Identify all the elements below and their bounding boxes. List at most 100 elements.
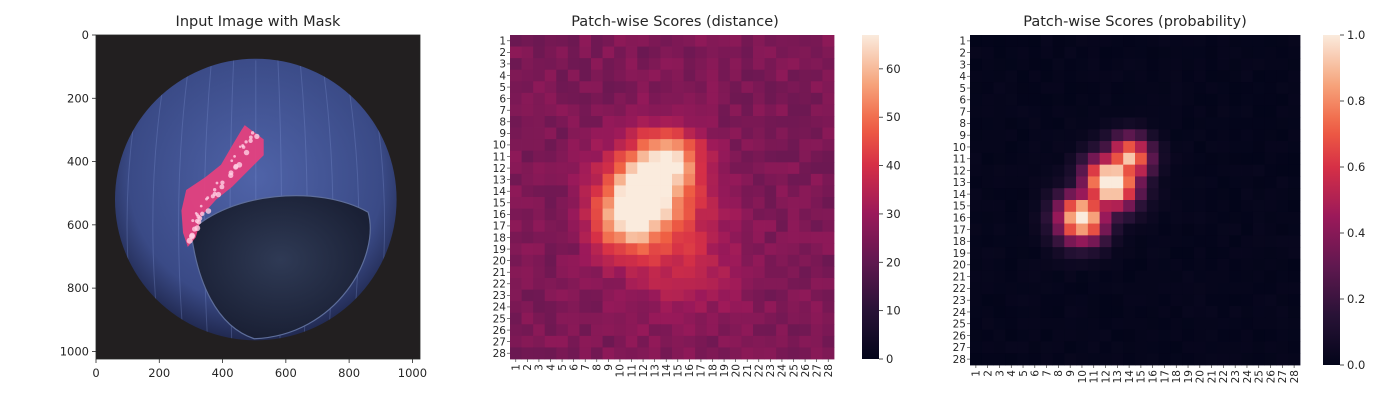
heatmap-cell [614, 335, 627, 348]
heatmap-cell [1276, 282, 1289, 295]
heatmap-cell [1087, 294, 1101, 307]
heatmap-cell [993, 341, 1006, 354]
heatmap-cell [981, 164, 994, 177]
heatmap-cell [1288, 353, 1301, 366]
heatmap-cell [1241, 58, 1254, 71]
heatmap-cell [510, 185, 522, 198]
heatmap-cell [1241, 235, 1254, 248]
heatmap-cell [1264, 152, 1277, 166]
colorbar-tick-label: 20 [886, 255, 901, 269]
heatmap-cell [729, 150, 742, 163]
heatmap-cell [1264, 117, 1277, 130]
heatmap-cell [637, 243, 650, 256]
heatmap-cell [1241, 294, 1254, 307]
heatmap-cell [970, 152, 983, 166]
heatmap-row-label: 20 [493, 255, 506, 267]
heatmap-cell [660, 81, 673, 94]
heatmap-cell [579, 162, 592, 175]
heatmap-cell [683, 208, 696, 221]
heatmap-cell [614, 197, 627, 209]
heatmap-cell [521, 81, 534, 94]
heatmap-cell [718, 220, 731, 233]
heatmap-cell [521, 301, 534, 314]
heatmap-cell [1028, 70, 1042, 83]
heatmap-cell [1193, 105, 1207, 118]
heatmap-cell [1052, 341, 1065, 354]
heatmap-cell [1252, 306, 1266, 319]
heatmap-cell [1052, 282, 1065, 295]
heatmap-cell [1099, 35, 1112, 48]
heatmap-row-label: 11 [953, 154, 966, 166]
heatmap-cell [1288, 223, 1301, 236]
heatmap-cell [1005, 270, 1018, 283]
heatmap-cell [822, 266, 835, 279]
heatmap-cell [1123, 223, 1136, 236]
heatmap-cell [1040, 317, 1053, 331]
heatmap-cell [602, 266, 615, 279]
heatmap-cell [822, 69, 835, 82]
heatmap-cell [614, 231, 627, 244]
heatmap-cell [970, 58, 983, 71]
heatmap-cell [1111, 235, 1124, 248]
heatmap-cell [970, 211, 983, 224]
heatmap-cell [1252, 58, 1266, 71]
heatmap-cell [1064, 105, 1077, 118]
mask-speckle [248, 135, 253, 140]
heatmap-cell [1193, 35, 1207, 48]
heatmap-cell [648, 173, 661, 186]
heatmap-cell [544, 116, 557, 128]
heatmap-cell [1040, 152, 1053, 166]
heatmap-cell [672, 347, 684, 360]
heatmap-cell [741, 116, 754, 128]
heatmap-cell [533, 289, 546, 302]
heatmap-cell [521, 150, 534, 163]
heatmap-cell [1170, 306, 1183, 319]
heatmap-cell [672, 266, 684, 279]
heatmap-cell [1288, 270, 1301, 283]
heatmap-cell [1205, 353, 1218, 366]
heatmap-cell [787, 104, 800, 117]
heatmap-cell [1241, 105, 1254, 118]
heatmap-cell [1017, 211, 1030, 224]
heatmap-cell [521, 220, 534, 233]
heatmap-cell [614, 301, 627, 314]
heatmap-cell [648, 69, 661, 82]
heatmap-cell [1076, 317, 1089, 331]
heatmap-cell [970, 341, 983, 354]
heatmap-cell [1158, 223, 1171, 236]
heatmap-cell [1205, 258, 1218, 272]
heatmap-cell [1158, 46, 1171, 59]
heatmap-col-label: 23 [1230, 370, 1242, 383]
heatmap-cell [1241, 200, 1254, 213]
heatmap-cell [672, 185, 684, 198]
heatmap-cell [1229, 46, 1242, 59]
heatmap-cell [1028, 105, 1042, 118]
heatmap-cell [625, 312, 638, 325]
heatmap-cell [1028, 141, 1042, 154]
heatmap-cell [1099, 58, 1112, 71]
heatmap-cell [637, 58, 650, 71]
heatmap-cell [521, 347, 534, 360]
heatmap-cell [521, 69, 534, 82]
heatmap-cell [660, 173, 673, 186]
heatmap-cell [1217, 35, 1230, 48]
heatmap-col-label: 9 [603, 364, 615, 371]
heatmap-cell [695, 58, 708, 71]
heatmap-cell [1123, 117, 1136, 130]
heatmap-row-label: 28 [953, 354, 966, 366]
heatmap-row-label: 11 [493, 151, 506, 163]
heatmap-cell [981, 117, 994, 130]
heatmap-cell [970, 141, 983, 154]
heatmap-cell [614, 116, 627, 128]
heatmap-cell [544, 324, 557, 337]
heatmap-cell [981, 35, 994, 48]
heatmap-cell [1252, 258, 1266, 272]
heatmap-cell [1158, 152, 1171, 166]
heatmap-cell [695, 197, 708, 209]
heatmap-cell [1005, 105, 1018, 118]
heatmap-cell [1076, 270, 1089, 283]
heatmap-cell [637, 92, 650, 105]
image-x-tick-label: 600 [275, 366, 297, 380]
heatmap-cell [672, 312, 684, 325]
heatmap-cell [993, 270, 1006, 283]
